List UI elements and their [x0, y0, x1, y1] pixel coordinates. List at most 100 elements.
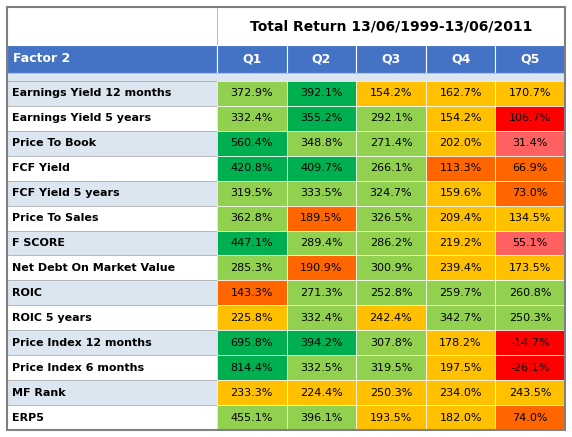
Text: 113.3%: 113.3%: [439, 163, 482, 173]
Bar: [356, 156, 426, 181]
Bar: [287, 81, 356, 106]
Text: MF Rank: MF Rank: [12, 388, 66, 398]
Bar: [287, 405, 356, 430]
Bar: [356, 106, 426, 131]
Text: 332.4%: 332.4%: [231, 113, 273, 123]
Text: 202.0%: 202.0%: [439, 139, 482, 148]
Bar: [287, 305, 356, 330]
Bar: [495, 355, 565, 380]
Text: 326.5%: 326.5%: [370, 213, 412, 223]
Bar: [287, 256, 356, 281]
Bar: [426, 131, 495, 156]
Text: 143.3%: 143.3%: [231, 288, 273, 298]
Bar: [495, 405, 565, 430]
Text: ERP5: ERP5: [12, 413, 44, 423]
Bar: [287, 131, 356, 156]
Bar: [7, 405, 217, 430]
Text: FCF Yield 5 years: FCF Yield 5 years: [12, 188, 120, 198]
Text: ROIC: ROIC: [12, 288, 42, 298]
Text: Q1: Q1: [242, 52, 261, 66]
Text: 182.0%: 182.0%: [439, 413, 482, 423]
Bar: [356, 305, 426, 330]
Text: 420.8%: 420.8%: [231, 163, 273, 173]
Bar: [426, 181, 495, 206]
Bar: [495, 131, 565, 156]
Text: 31.4%: 31.4%: [513, 139, 548, 148]
Bar: [356, 355, 426, 380]
Bar: [495, 156, 565, 181]
Text: 55.1%: 55.1%: [513, 238, 548, 248]
Text: 209.4%: 209.4%: [439, 213, 482, 223]
Bar: [7, 355, 217, 380]
Text: Earnings Yield 12 months: Earnings Yield 12 months: [12, 88, 172, 98]
Bar: [495, 231, 565, 256]
Text: 66.9%: 66.9%: [513, 163, 548, 173]
Bar: [495, 81, 565, 106]
Text: -14.7%: -14.7%: [510, 338, 550, 348]
Bar: [7, 305, 217, 330]
Text: 74.0%: 74.0%: [513, 413, 548, 423]
Text: -26.1%: -26.1%: [511, 363, 550, 373]
Bar: [495, 181, 565, 206]
Bar: [217, 81, 287, 106]
Bar: [426, 231, 495, 256]
Text: 394.2%: 394.2%: [300, 338, 343, 348]
Text: 342.7%: 342.7%: [439, 313, 482, 323]
Bar: [287, 355, 356, 380]
Bar: [287, 106, 356, 131]
Bar: [495, 106, 565, 131]
Bar: [7, 256, 217, 281]
Bar: [356, 256, 426, 281]
Text: Earnings Yield 5 years: Earnings Yield 5 years: [12, 113, 151, 123]
Bar: [426, 281, 495, 305]
Bar: [7, 181, 217, 206]
Bar: [7, 106, 217, 131]
Text: 319.5%: 319.5%: [231, 188, 273, 198]
Bar: [356, 181, 426, 206]
Bar: [426, 156, 495, 181]
Bar: [426, 256, 495, 281]
Bar: [426, 45, 495, 73]
Text: 333.5%: 333.5%: [300, 188, 343, 198]
Text: FCF Yield: FCF Yield: [12, 163, 70, 173]
Text: 372.9%: 372.9%: [231, 88, 273, 98]
Text: Price To Sales: Price To Sales: [12, 213, 98, 223]
Text: 250.3%: 250.3%: [370, 388, 412, 398]
Bar: [495, 206, 565, 231]
Bar: [217, 380, 287, 405]
Bar: [7, 330, 217, 355]
Bar: [7, 281, 217, 305]
Text: 271.3%: 271.3%: [300, 288, 343, 298]
Bar: [287, 156, 356, 181]
Bar: [426, 330, 495, 355]
Text: 332.4%: 332.4%: [300, 313, 343, 323]
Text: 362.8%: 362.8%: [231, 213, 273, 223]
Text: 154.2%: 154.2%: [439, 113, 482, 123]
Bar: [426, 81, 495, 106]
Bar: [287, 181, 356, 206]
Text: Q5: Q5: [521, 52, 540, 66]
Bar: [217, 305, 287, 330]
Text: F SCORE: F SCORE: [12, 238, 65, 248]
Bar: [287, 380, 356, 405]
Bar: [7, 206, 217, 231]
Text: 319.5%: 319.5%: [370, 363, 412, 373]
Text: 292.1%: 292.1%: [370, 113, 412, 123]
Text: Price To Book: Price To Book: [12, 139, 96, 148]
Text: ROIC 5 years: ROIC 5 years: [12, 313, 92, 323]
Bar: [495, 256, 565, 281]
Text: Price Index 12 months: Price Index 12 months: [12, 338, 152, 348]
Bar: [287, 281, 356, 305]
Bar: [217, 7, 565, 45]
Text: 154.2%: 154.2%: [370, 88, 412, 98]
Text: Q4: Q4: [451, 52, 470, 66]
Text: 162.7%: 162.7%: [439, 88, 482, 98]
Bar: [356, 45, 426, 73]
Text: 259.7%: 259.7%: [439, 288, 482, 298]
Bar: [217, 181, 287, 206]
Bar: [356, 380, 426, 405]
Text: 73.0%: 73.0%: [513, 188, 548, 198]
Text: 300.9%: 300.9%: [370, 263, 412, 273]
Bar: [217, 131, 287, 156]
Bar: [217, 206, 287, 231]
